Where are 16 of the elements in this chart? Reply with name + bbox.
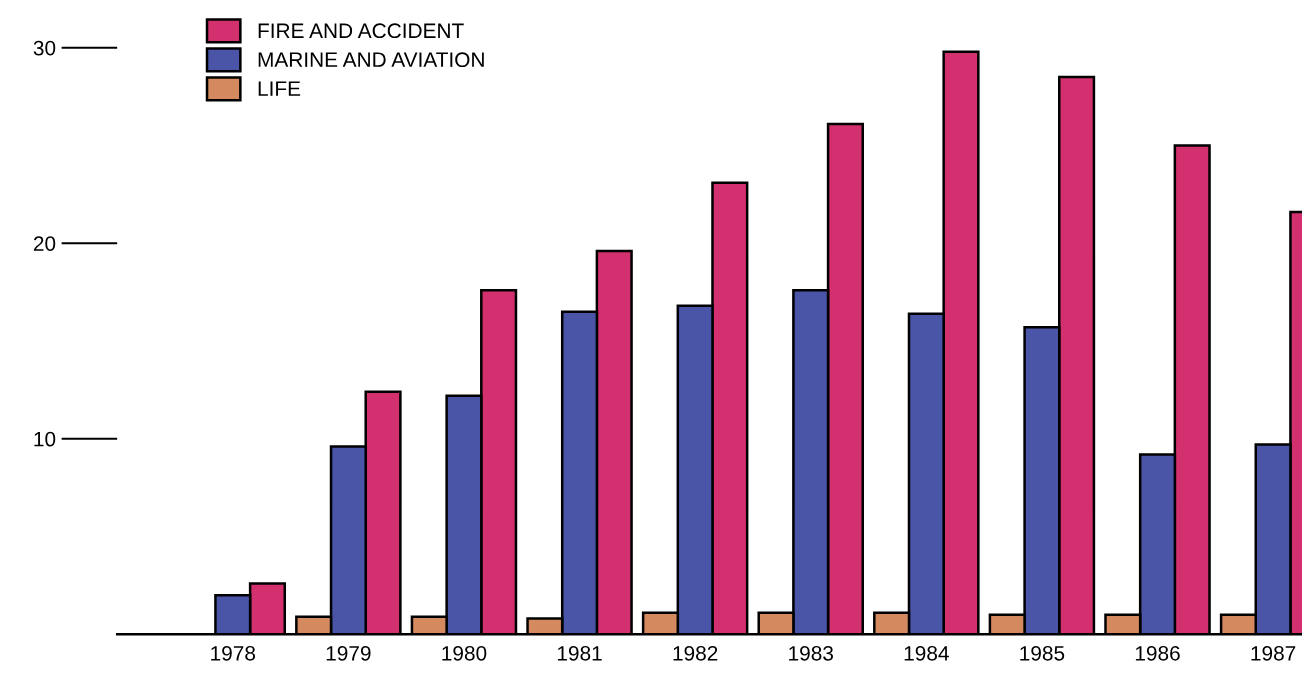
y-tick-label: 30	[33, 40, 56, 56]
y-tick-label: 10	[34, 431, 56, 447]
x-tick-label: 1986	[1135, 645, 1180, 661]
legend-label: FIRE AND ACCIDENT	[258, 23, 464, 39]
x-tick-label: 1982	[673, 645, 718, 661]
y-tick-label: 20	[33, 236, 56, 251]
x-tick-label: 1979	[326, 645, 371, 661]
legend-label: MARINE AND AVIATION	[258, 52, 484, 68]
x-tick-label: 1984	[904, 645, 949, 661]
x-tick-label: 1980	[442, 645, 487, 661]
x-tick-label: 1987	[1251, 645, 1296, 661]
x-tick-label: 1983	[789, 645, 833, 661]
x-tick-label: 1985	[1020, 645, 1065, 661]
legend-label: LIFE	[258, 81, 301, 96]
x-tick-label: 1978	[211, 645, 256, 661]
x-tick-label: 1981	[557, 645, 602, 661]
